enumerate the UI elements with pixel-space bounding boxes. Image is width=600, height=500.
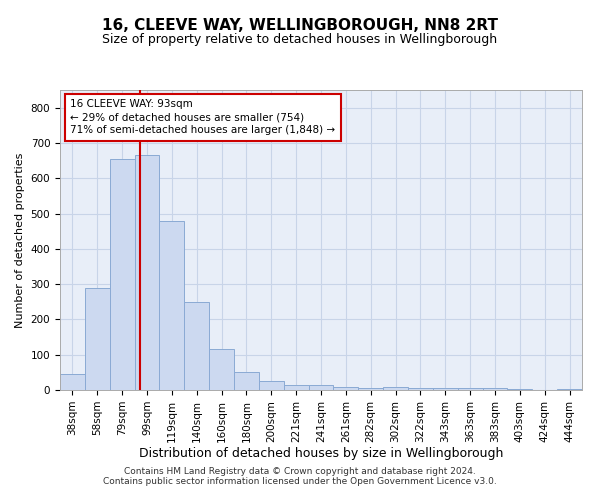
- Bar: [110, 159, 134, 390]
- X-axis label: Distribution of detached houses by size in Wellingborough: Distribution of detached houses by size …: [139, 448, 503, 460]
- Bar: [482, 388, 508, 390]
- Bar: [85, 288, 110, 390]
- Text: Contains public sector information licensed under the Open Government Licence v3: Contains public sector information licen…: [103, 477, 497, 486]
- Bar: [60, 374, 85, 390]
- Bar: [408, 388, 433, 390]
- Bar: [184, 302, 209, 390]
- Text: Contains HM Land Registry data © Crown copyright and database right 2024.: Contains HM Land Registry data © Crown c…: [124, 467, 476, 476]
- Bar: [458, 388, 482, 390]
- Bar: [134, 156, 160, 390]
- Y-axis label: Number of detached properties: Number of detached properties: [15, 152, 25, 328]
- Text: 16, CLEEVE WAY, WELLINGBOROUGH, NN8 2RT: 16, CLEEVE WAY, WELLINGBOROUGH, NN8 2RT: [102, 18, 498, 32]
- Bar: [334, 387, 358, 390]
- Bar: [234, 372, 259, 390]
- Bar: [358, 388, 383, 390]
- Bar: [433, 388, 458, 390]
- Text: 16 CLEEVE WAY: 93sqm
← 29% of detached houses are smaller (754)
71% of semi-deta: 16 CLEEVE WAY: 93sqm ← 29% of detached h…: [70, 99, 335, 136]
- Text: Size of property relative to detached houses in Wellingborough: Size of property relative to detached ho…: [103, 32, 497, 46]
- Bar: [383, 387, 408, 390]
- Bar: [259, 381, 284, 390]
- Bar: [209, 350, 234, 390]
- Bar: [284, 384, 308, 390]
- Bar: [160, 220, 184, 390]
- Bar: [308, 384, 334, 390]
